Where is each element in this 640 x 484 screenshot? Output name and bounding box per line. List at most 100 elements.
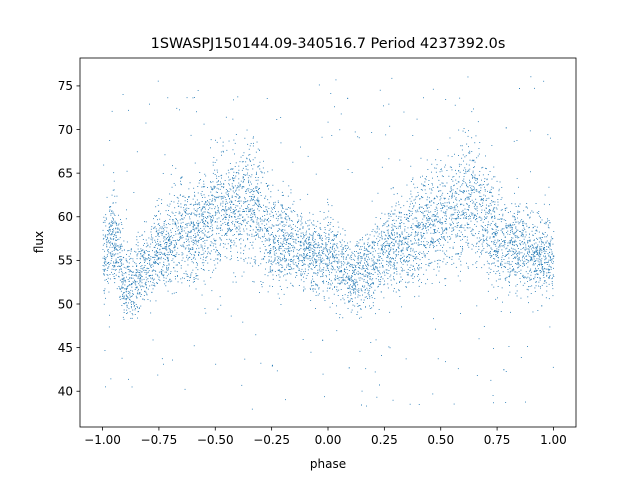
data-point (298, 268, 300, 270)
data-point (293, 259, 295, 261)
data-point (163, 229, 165, 231)
data-point (359, 265, 361, 266)
data-point (132, 271, 133, 273)
data-point (435, 328, 436, 330)
data-point (464, 199, 466, 201)
data-point (156, 282, 157, 284)
data-point (188, 196, 189, 198)
data-point (214, 186, 216, 188)
data-point (245, 193, 247, 194)
data-point (176, 227, 178, 229)
data-point (162, 226, 164, 228)
data-point (163, 363, 164, 365)
data-point (381, 247, 383, 249)
data-point (449, 137, 451, 139)
data-point (210, 226, 212, 227)
data-point (149, 103, 150, 105)
data-point (453, 176, 455, 177)
data-point (402, 247, 404, 249)
data-point (466, 163, 468, 165)
data-point (289, 243, 291, 245)
data-point (132, 293, 134, 294)
data-point (254, 235, 256, 236)
data-point (534, 276, 536, 278)
data-point (118, 228, 120, 230)
data-point (493, 210, 495, 212)
data-point (219, 244, 221, 246)
data-point (543, 282, 545, 284)
data-point (412, 218, 414, 220)
data-point (240, 180, 242, 182)
data-point (236, 231, 238, 233)
data-point (121, 298, 123, 300)
data-point (390, 215, 392, 217)
data-point (483, 264, 485, 266)
data-point (280, 304, 282, 305)
data-point (503, 246, 505, 248)
data-point (245, 168, 247, 170)
data-point (426, 253, 428, 254)
data-point (398, 201, 399, 203)
data-point (338, 254, 340, 256)
data-point (409, 210, 411, 212)
data-point (209, 253, 211, 255)
data-point (142, 255, 144, 257)
data-point (437, 186, 439, 188)
data-point (369, 252, 371, 254)
data-point (539, 246, 541, 248)
data-point (109, 246, 111, 248)
data-point (335, 79, 337, 81)
data-point (392, 225, 394, 227)
data-point (104, 279, 106, 281)
data-point (218, 252, 219, 254)
data-point (428, 259, 430, 260)
data-point (208, 270, 210, 271)
data-point (183, 273, 185, 274)
data-point (540, 253, 542, 255)
data-point (403, 205, 405, 207)
data-point (413, 260, 414, 262)
data-point (183, 242, 185, 244)
data-point (177, 247, 179, 249)
data-point (251, 190, 253, 192)
data-point (284, 217, 286, 219)
data-point (111, 246, 113, 248)
data-point (218, 233, 220, 234)
data-point (504, 237, 506, 238)
data-point (373, 248, 375, 250)
data-point (164, 239, 166, 241)
data-point (234, 200, 236, 202)
data-point (277, 220, 279, 222)
data-point (188, 256, 190, 258)
data-point (255, 226, 257, 228)
data-point (517, 267, 519, 269)
data-point (508, 225, 510, 227)
data-point (113, 236, 115, 237)
data-point (269, 220, 271, 221)
data-point (444, 229, 445, 231)
data-point (106, 241, 108, 243)
data-point (336, 253, 338, 255)
data-point (221, 177, 222, 179)
data-point (227, 202, 229, 204)
data-point (457, 214, 459, 216)
data-point (318, 287, 320, 289)
data-point (401, 270, 403, 272)
data-point (475, 198, 477, 200)
data-point (145, 291, 147, 293)
data-point (475, 183, 477, 185)
data-point (523, 210, 525, 212)
data-point (281, 271, 283, 272)
data-point (533, 258, 535, 260)
data-point (163, 237, 165, 239)
data-point (406, 257, 407, 258)
data-point (425, 210, 427, 212)
data-point (243, 249, 245, 251)
data-point (401, 241, 403, 243)
data-point (144, 290, 145, 292)
data-point (338, 226, 340, 228)
data-point (362, 294, 363, 296)
data-point (242, 177, 244, 179)
data-point (534, 233, 536, 234)
data-point (144, 290, 146, 292)
